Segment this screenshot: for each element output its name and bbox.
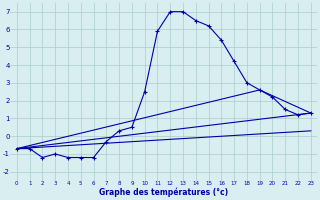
X-axis label: Graphe des températures (°c): Graphe des températures (°c) bbox=[99, 188, 228, 197]
